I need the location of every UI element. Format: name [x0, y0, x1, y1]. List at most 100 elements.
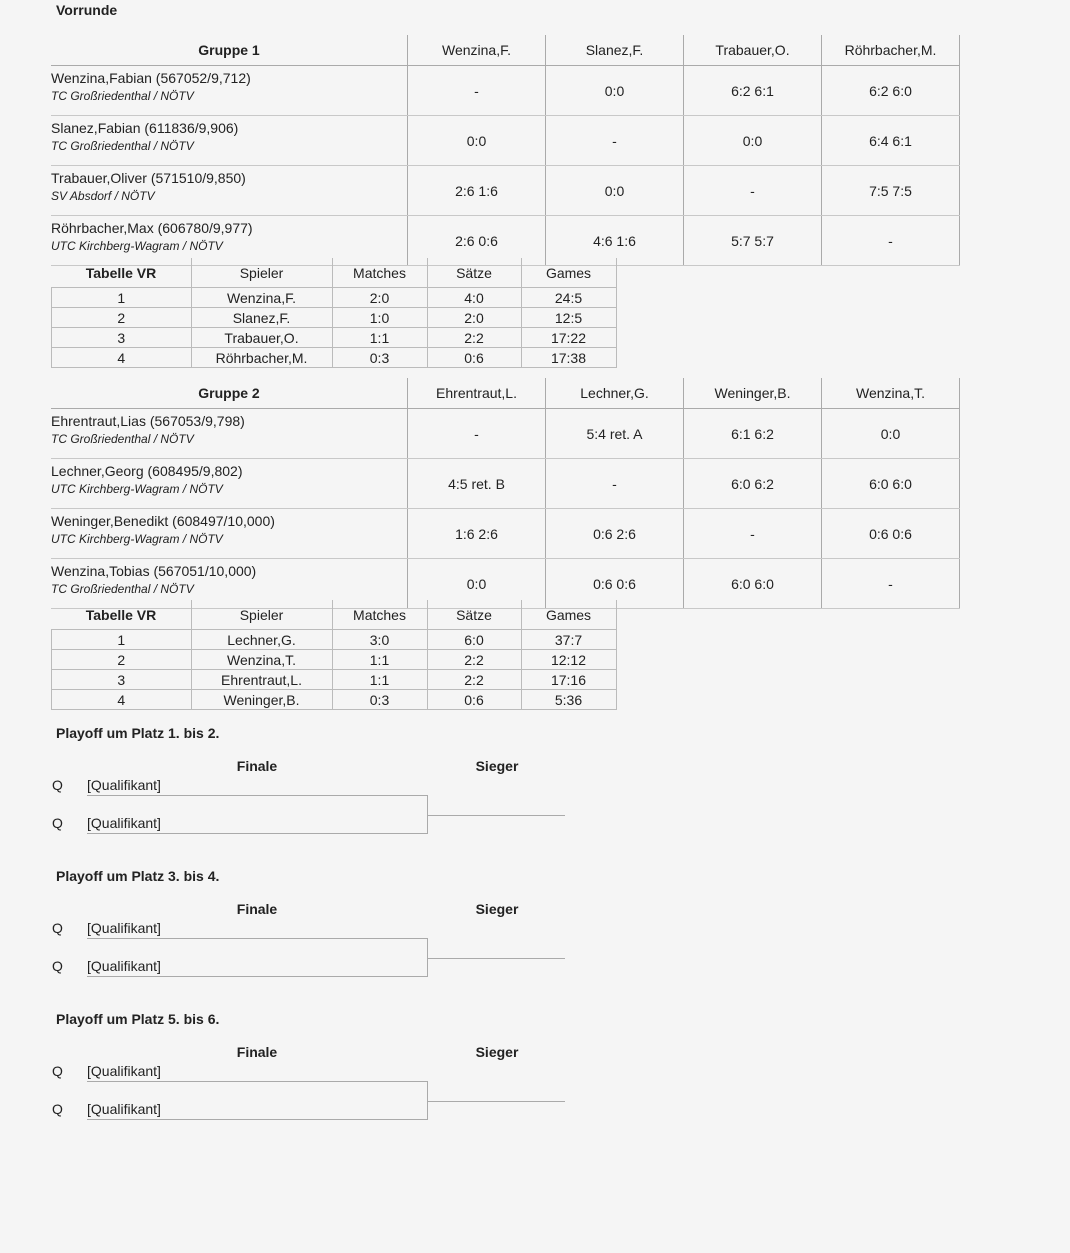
match-result: 0:6 2:6	[545, 508, 684, 559]
standings-cell: 17:22	[520, 327, 617, 348]
standings-cell: 2:2	[426, 327, 522, 348]
match-result: 0:0	[545, 65, 684, 116]
group-row: Weninger,Benedikt (608497/10,000) UTC Kir…	[51, 508, 960, 559]
player-cell: Ehrentraut,Lias (567053/9,798) TC Großrie…	[51, 408, 408, 459]
bracket-entry[interactable]: [Qualifikant]	[87, 920, 161, 936]
standings-cell: Slanez,F.	[190, 307, 333, 328]
group-table: Gruppe 2 Ehrentraut,L. Lechner,G. Weninger,…	[51, 378, 960, 609]
standings-header: Games	[521, 600, 617, 630]
group-row: Slanez,Fabian (611836/9,906) TC Großriede…	[51, 115, 960, 166]
match-result: 6:2 6:0	[821, 65, 960, 116]
player-name[interactable]: Weninger,Benedikt (608497/10,000)	[51, 513, 275, 529]
bracket-entry[interactable]: [Qualifikant]	[87, 1063, 161, 1079]
player-name[interactable]: Röhrbacher,Max (606780/9,977)	[51, 220, 253, 236]
playoff-title: Playoff um Platz 3. bis 4.	[56, 868, 220, 884]
player-cell: Röhrbacher,Max (606780/9,977) UTC Kirchbe…	[51, 215, 408, 266]
player-club: UTC Kirchberg-Wagram / NÖTV	[51, 532, 223, 546]
match-result: 0:0	[683, 115, 822, 166]
player-club: TC Großriedenthal / NÖTV	[51, 432, 194, 446]
standings-cell: 24:5	[520, 287, 617, 308]
winner-label: Sieger	[475, 901, 519, 917]
match-result: 6:0 6:0	[683, 558, 822, 609]
opponent-column-header: Weninger,B.	[683, 378, 822, 409]
standings-cell: 1:1	[331, 327, 428, 348]
seed-label: Q	[52, 815, 63, 831]
player-club: TC Großriedenthal / NÖTV	[51, 582, 194, 596]
standings-cell: 1:1	[331, 669, 428, 690]
player-name[interactable]: Ehrentraut,Lias (567053/9,798)	[51, 413, 245, 429]
winner-line	[428, 1101, 565, 1102]
standings-table: Tabelle VR Spieler Matches Sätze Games 1 Wenzi…	[51, 258, 617, 368]
standings-cell: 0:6	[426, 689, 522, 710]
standings-cell: 1:0	[331, 307, 428, 328]
seed-label: Q	[52, 958, 63, 974]
bracket-connector	[87, 938, 428, 977]
opponent-column-header: Wenzina,T.	[821, 378, 960, 409]
group-title: Gruppe 1	[51, 35, 408, 66]
standings-cell: 1	[51, 287, 192, 308]
standings-cell: Wenzina,F.	[190, 287, 333, 308]
group-header-row: Gruppe 2 Ehrentraut,L. Lechner,G. Weninger,…	[51, 378, 960, 409]
section-title: Vorrunde	[56, 2, 118, 18]
standings-cell: 37:7	[520, 629, 617, 650]
standings-cell: 3	[51, 669, 192, 690]
standings-cell: 12:12	[520, 649, 617, 670]
standings-cell: Lechner,G.	[190, 629, 333, 650]
player-name[interactable]: Slanez,Fabian (611836/9,906)	[51, 120, 239, 136]
match-result: -	[407, 408, 546, 459]
standings-header: Tabelle VR	[51, 600, 192, 630]
round-label: Finale	[236, 901, 278, 917]
opponent-column-header: Slanez,F.	[545, 35, 684, 66]
player-name[interactable]: Lechner,Georg (608495/9,802)	[51, 463, 243, 479]
standings-cell: 2:0	[331, 287, 428, 308]
standings-row: 3 Trabauer,O. 1:1 2:2 17:22	[51, 327, 617, 348]
player-name[interactable]: Wenzina,Tobias (567051/10,000)	[51, 563, 257, 579]
standings-cell: 3	[51, 327, 192, 348]
seed-label: Q	[52, 1063, 63, 1079]
player-name[interactable]: Trabauer,Oliver (571510/9,850)	[51, 170, 246, 186]
standings-row: 4 Röhrbacher,M. 0:3 0:6 17:38	[51, 347, 617, 368]
bracket-entry[interactable]: [Qualifikant]	[87, 777, 161, 793]
group-row: Wenzina,Fabian (567052/9,712) TC Großried…	[51, 65, 960, 116]
group-row: Ehrentraut,Lias (567053/9,798) TC Großrie…	[51, 408, 960, 459]
standings-header: Games	[521, 258, 617, 288]
player-club: SV Absdorf / NÖTV	[51, 189, 155, 203]
player-name[interactable]: Wenzina,Fabian (567052/9,712)	[51, 70, 251, 86]
standings-cell: 0:6	[426, 347, 522, 368]
match-result: 5:4 ret. A	[545, 408, 684, 459]
standings-cell: Trabauer,O.	[190, 327, 333, 348]
standings-row: 1 Lechner,G. 3:0 6:0 37:7	[51, 629, 617, 650]
standings-row: 4 Weninger,B. 0:3 0:6 5:36	[51, 689, 617, 710]
match-result: -	[683, 165, 822, 216]
player-cell: Slanez,Fabian (611836/9,906) TC Großriede…	[51, 115, 408, 166]
standings-row: 2 Wenzina,T. 1:1 2:2 12:12	[51, 649, 617, 670]
seed-label: Q	[52, 920, 63, 936]
standings-row: 1 Wenzina,F. 2:0 4:0 24:5	[51, 287, 617, 308]
standings-header: Spieler	[191, 600, 333, 630]
standings-header: Sätze	[427, 600, 522, 630]
standings-header-row: Tabelle VR Spieler Matches Sätze Games	[51, 258, 617, 288]
match-result: -	[683, 508, 822, 559]
standings-cell: 0:3	[331, 347, 428, 368]
player-club: TC Großriedenthal / NÖTV	[51, 89, 194, 103]
bracket-entry[interactable]: [Qualifikant]	[87, 815, 161, 831]
seed-label: Q	[52, 777, 63, 793]
match-result: 2:6 1:6	[407, 165, 546, 216]
match-result: 1:6 2:6	[407, 508, 546, 559]
bracket-entry[interactable]: [Qualifikant]	[87, 958, 161, 974]
group-header-row: Gruppe 1 Wenzina,F. Slanez,F. Trabauer,O. Rö…	[51, 35, 960, 66]
standings-cell: 17:16	[520, 669, 617, 690]
round-label: Finale	[236, 758, 278, 774]
round-label: Finale	[236, 1044, 278, 1060]
bracket-connector	[87, 795, 428, 834]
winner-label: Sieger	[475, 1044, 519, 1060]
standings-cell: Weninger,B.	[190, 689, 333, 710]
match-result: 0:0	[545, 165, 684, 216]
match-result: 0:0	[821, 408, 960, 459]
player-cell: Trabauer,Oliver (571510/9,850) SV Absdorf…	[51, 165, 408, 216]
group-row: Trabauer,Oliver (571510/9,850) SV Absdorf…	[51, 165, 960, 216]
match-result: -	[821, 215, 960, 266]
standings-cell: 12:5	[520, 307, 617, 328]
bracket-entry[interactable]: [Qualifikant]	[87, 1101, 161, 1117]
